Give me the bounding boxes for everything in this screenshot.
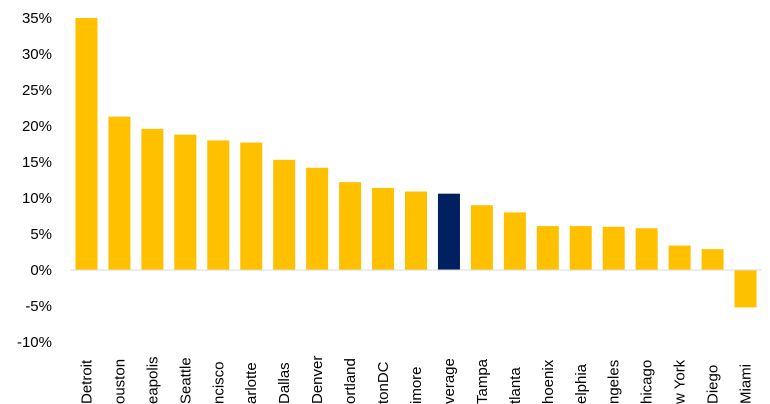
y-tick-label: 10% bbox=[22, 190, 52, 207]
bar bbox=[602, 226, 625, 270]
x-tick-label: ouston bbox=[111, 359, 128, 404]
y-tick-label: 15% bbox=[22, 154, 52, 171]
bar bbox=[668, 245, 691, 270]
x-tick-label: ortland bbox=[342, 358, 359, 404]
bar bbox=[141, 128, 164, 270]
bar bbox=[306, 167, 329, 270]
bar bbox=[273, 159, 296, 270]
bar bbox=[470, 205, 493, 270]
bar bbox=[536, 226, 559, 270]
bar bbox=[437, 193, 460, 270]
bar bbox=[240, 142, 263, 270]
y-axis-ticks: -10% -5% 0% 5% 10% 15% 20% 25% 30% 35% bbox=[17, 10, 52, 351]
x-tick-label: eapolis bbox=[144, 356, 161, 404]
bar bbox=[701, 249, 724, 270]
x-tick-label: Detroit bbox=[78, 359, 95, 404]
x-tick-label: Miami bbox=[738, 364, 755, 404]
x-axis-labels: Detroit ouston eapolis Seattle ncisco arlotte… bbox=[78, 356, 754, 404]
x-tick-label: ngeles bbox=[606, 360, 623, 404]
x-tick-label: tonDC bbox=[375, 361, 392, 404]
x-tick-label: verage bbox=[441, 358, 458, 404]
x-tick-label: elphia bbox=[573, 363, 590, 404]
bar bbox=[734, 270, 757, 308]
x-tick-label: Seattle bbox=[177, 357, 194, 404]
x-tick-label: imore bbox=[408, 366, 425, 404]
y-tick-label: 0% bbox=[30, 262, 52, 279]
y-tick-label: 30% bbox=[22, 46, 52, 63]
bar bbox=[207, 140, 230, 270]
bar bbox=[503, 212, 526, 270]
bar bbox=[174, 134, 197, 270]
x-tick-label: hicago bbox=[639, 360, 656, 404]
bar bbox=[405, 191, 427, 270]
x-tick-label: hoenix bbox=[540, 359, 557, 404]
y-tick-label: -10% bbox=[17, 334, 52, 351]
x-tick-label: Denver bbox=[309, 356, 326, 404]
bar bbox=[75, 18, 98, 270]
x-tick-label: arlotte bbox=[243, 362, 260, 404]
x-tick-label: Diego bbox=[705, 365, 722, 404]
y-tick-label: -5% bbox=[25, 298, 52, 315]
x-tick-label: w York bbox=[672, 359, 689, 404]
bars bbox=[75, 18, 757, 308]
bar bbox=[372, 187, 395, 270]
bar bbox=[635, 228, 658, 270]
x-tick-label: Tampa bbox=[474, 358, 491, 404]
x-tick-label: Dallas bbox=[276, 362, 293, 404]
x-tick-label: ncisco bbox=[210, 361, 227, 404]
x-tick-label: tlanta bbox=[507, 367, 524, 404]
y-tick-label: 35% bbox=[22, 10, 52, 27]
y-tick-label: 5% bbox=[30, 226, 52, 243]
bar bbox=[569, 226, 592, 270]
y-tick-label: 25% bbox=[22, 82, 52, 99]
y-tick-label: 20% bbox=[22, 118, 52, 135]
bar bbox=[339, 182, 362, 270]
bar bbox=[108, 116, 131, 270]
